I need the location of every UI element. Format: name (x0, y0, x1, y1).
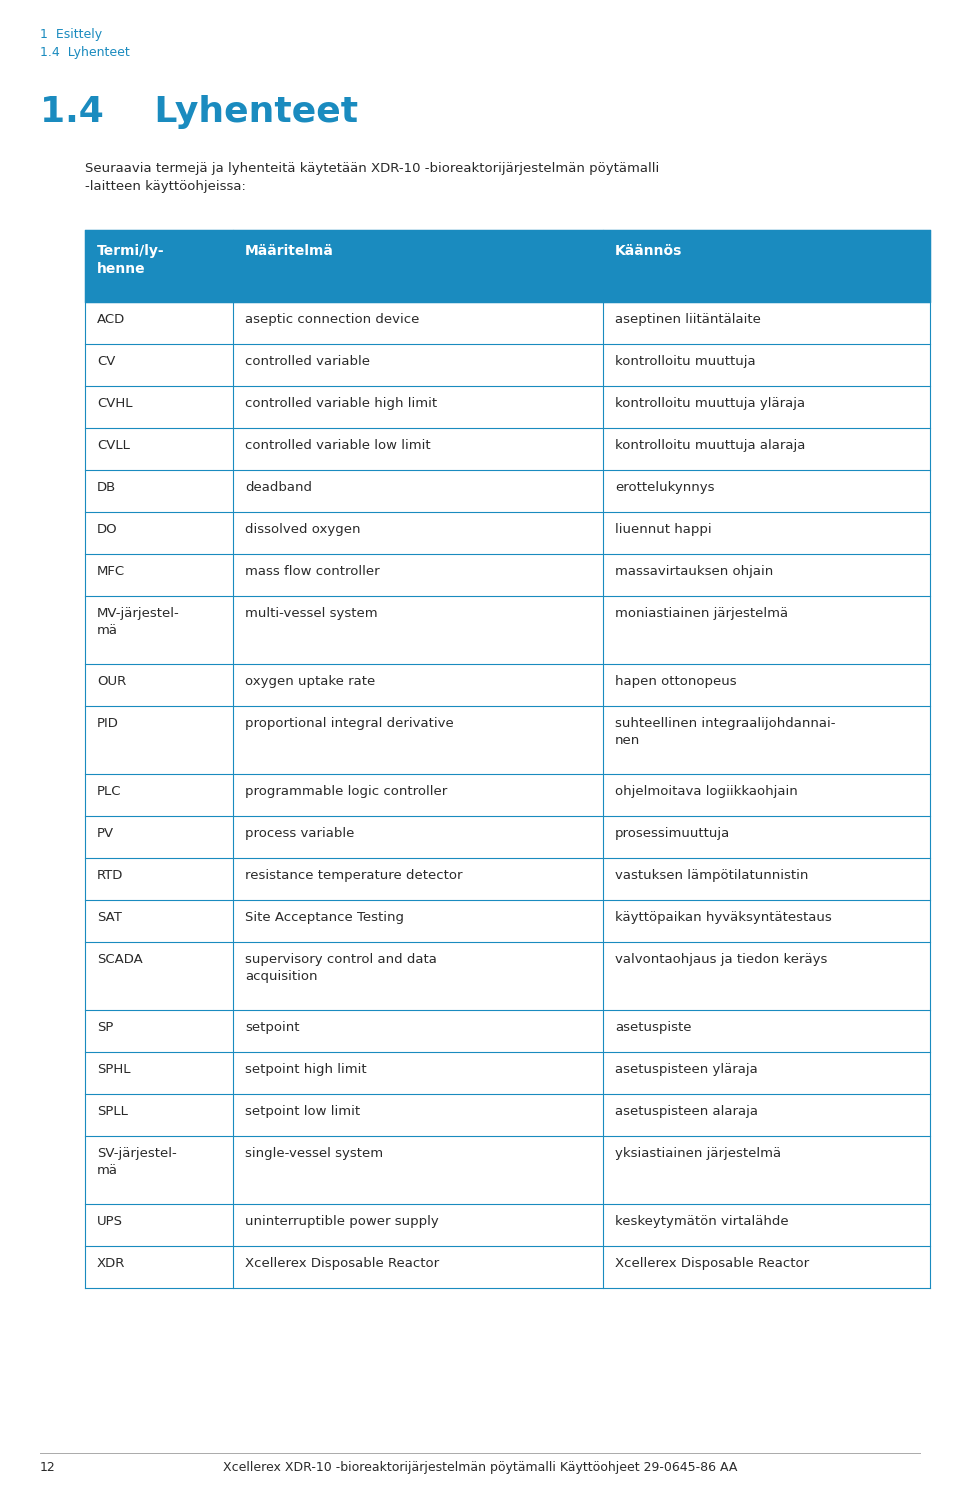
Text: prosessimuuttuja: prosessimuuttuja (615, 827, 731, 839)
Text: XDR: XDR (97, 1258, 126, 1270)
Text: setpoint: setpoint (245, 1021, 300, 1034)
Text: supervisory control and data
acquisition: supervisory control and data acquisition (245, 953, 437, 983)
Text: keskeytymätön virtalähde: keskeytymätön virtalähde (615, 1216, 788, 1228)
Text: kontrolloitu muuttuja alaraja: kontrolloitu muuttuja alaraja (615, 439, 805, 453)
Text: Site Acceptance Testing: Site Acceptance Testing (245, 911, 404, 923)
Text: erottelukynnys: erottelukynnys (615, 481, 714, 495)
Text: liuennut happi: liuennut happi (615, 523, 711, 537)
Text: proportional integral derivative: proportional integral derivative (245, 717, 454, 730)
Text: DB: DB (97, 481, 116, 495)
Text: 12: 12 (40, 1462, 56, 1474)
Text: Määritelmä: Määritelmä (245, 244, 334, 258)
Bar (85, 229, 930, 301)
Bar (85, 1204, 930, 1246)
Text: PLC: PLC (97, 785, 122, 797)
Bar (85, 941, 930, 1010)
Text: PV: PV (97, 827, 114, 839)
Text: käyttöpaikan hyväksyntätestaus: käyttöpaikan hyväksyntätestaus (615, 911, 831, 923)
Bar (85, 555, 930, 597)
Text: CV: CV (97, 355, 115, 367)
Text: CVLL: CVLL (97, 439, 130, 453)
Text: 1.4    Lyhenteet: 1.4 Lyhenteet (40, 94, 358, 129)
Text: SAT: SAT (97, 911, 122, 923)
Text: moniastiainen järjestelmä: moniastiainen järjestelmä (615, 607, 788, 621)
Text: Xcellerex XDR-10 -bioreaktorijärjestelmän pöytämalli Käyttöohjeet 29-0645-86 AA: Xcellerex XDR-10 -bioreaktorijärjestelmä… (223, 1462, 737, 1474)
Text: Käännös: Käännös (615, 244, 683, 258)
Bar (85, 597, 930, 664)
Text: yksiastiainen järjestelmä: yksiastiainen järjestelmä (615, 1147, 781, 1160)
Text: SV-järjestel-
mä: SV-järjestel- mä (97, 1147, 177, 1177)
Bar (85, 1010, 930, 1052)
Bar (85, 1136, 930, 1204)
Bar (85, 899, 930, 941)
Text: aseptic connection device: aseptic connection device (245, 313, 420, 325)
Text: dissolved oxygen: dissolved oxygen (245, 523, 361, 537)
Text: PID: PID (97, 717, 119, 730)
Text: RTD: RTD (97, 869, 124, 881)
Text: setpoint low limit: setpoint low limit (245, 1105, 360, 1118)
Text: controlled variable high limit: controlled variable high limit (245, 397, 437, 411)
Text: aseptinen liitäntälaite: aseptinen liitäntälaite (615, 313, 761, 325)
Text: DO: DO (97, 523, 118, 537)
Bar (85, 857, 930, 899)
Bar (85, 301, 930, 343)
Text: single-vessel system: single-vessel system (245, 1147, 383, 1160)
Text: UPS: UPS (97, 1216, 123, 1228)
Text: controlled variable low limit: controlled variable low limit (245, 439, 431, 453)
Text: 1.4  Lyhenteet: 1.4 Lyhenteet (40, 46, 130, 58)
Bar (85, 815, 930, 857)
Text: SPLL: SPLL (97, 1105, 128, 1118)
Text: SPHL: SPHL (97, 1063, 131, 1076)
Text: ACD: ACD (97, 313, 125, 325)
Text: asetuspisteen yläraja: asetuspisteen yläraja (615, 1063, 757, 1076)
Text: hapen ottonopeus: hapen ottonopeus (615, 675, 736, 688)
Text: 1  Esittely: 1 Esittely (40, 28, 102, 40)
Text: Xcellerex Disposable Reactor: Xcellerex Disposable Reactor (615, 1258, 809, 1270)
Text: MFC: MFC (97, 565, 125, 579)
Text: suhteellinen integraalijohdannai-
nen: suhteellinen integraalijohdannai- nen (615, 717, 835, 747)
Bar (85, 1246, 930, 1288)
Bar (85, 1094, 930, 1136)
Text: MV-järjestel-
mä: MV-järjestel- mä (97, 607, 180, 637)
Text: programmable logic controller: programmable logic controller (245, 785, 447, 797)
Bar (85, 343, 930, 387)
Bar (85, 471, 930, 513)
Text: asetuspiste: asetuspiste (615, 1021, 691, 1034)
Bar (85, 664, 930, 706)
Bar (85, 513, 930, 555)
Text: Seuraavia termejä ja lyhenteitä käytetään XDR-10 -bioreaktorijärjestelmän pöytäm: Seuraavia termejä ja lyhenteitä käytetää… (85, 162, 660, 193)
Text: controlled variable: controlled variable (245, 355, 370, 367)
Text: kontrolloitu muuttuja: kontrolloitu muuttuja (615, 355, 756, 367)
Text: SCADA: SCADA (97, 953, 143, 965)
Text: SP: SP (97, 1021, 113, 1034)
Bar (85, 387, 930, 429)
Text: multi-vessel system: multi-vessel system (245, 607, 377, 621)
Text: massavirtauksen ohjain: massavirtauksen ohjain (615, 565, 773, 579)
Text: ohjelmoitava logiikkaohjain: ohjelmoitava logiikkaohjain (615, 785, 798, 797)
Text: kontrolloitu muuttuja yläraja: kontrolloitu muuttuja yläraja (615, 397, 805, 411)
Text: uninterruptible power supply: uninterruptible power supply (245, 1216, 439, 1228)
Text: process variable: process variable (245, 827, 354, 839)
Bar (85, 429, 930, 471)
Text: Termi/ly-
henne: Termi/ly- henne (97, 244, 164, 276)
Bar (85, 1052, 930, 1094)
Text: setpoint high limit: setpoint high limit (245, 1063, 367, 1076)
Text: OUR: OUR (97, 675, 127, 688)
Text: valvontaohjaus ja tiedon keräys: valvontaohjaus ja tiedon keräys (615, 953, 828, 965)
Text: deadband: deadband (245, 481, 312, 495)
Bar (85, 706, 930, 773)
Text: Xcellerex Disposable Reactor: Xcellerex Disposable Reactor (245, 1258, 439, 1270)
Text: asetuspisteen alaraja: asetuspisteen alaraja (615, 1105, 758, 1118)
Bar (85, 773, 930, 815)
Text: vastuksen lämpötilatunnistin: vastuksen lämpötilatunnistin (615, 869, 808, 881)
Text: resistance temperature detector: resistance temperature detector (245, 869, 463, 881)
Text: mass flow controller: mass flow controller (245, 565, 379, 579)
Text: oxygen uptake rate: oxygen uptake rate (245, 675, 375, 688)
Text: CVHL: CVHL (97, 397, 132, 411)
